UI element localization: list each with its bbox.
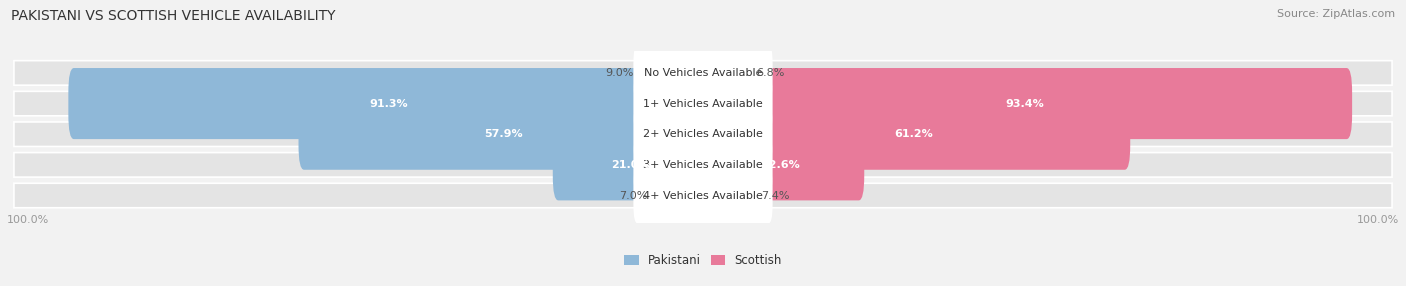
FancyBboxPatch shape	[14, 183, 1392, 208]
FancyBboxPatch shape	[633, 137, 773, 193]
Text: 93.4%: 93.4%	[1005, 99, 1045, 109]
FancyBboxPatch shape	[14, 122, 1392, 146]
FancyBboxPatch shape	[633, 168, 773, 223]
FancyBboxPatch shape	[298, 99, 709, 170]
Text: 91.3%: 91.3%	[370, 99, 408, 109]
FancyBboxPatch shape	[14, 153, 1392, 177]
FancyBboxPatch shape	[633, 45, 773, 101]
Text: 100.0%: 100.0%	[7, 215, 49, 225]
Text: 4+ Vehicles Available: 4+ Vehicles Available	[643, 190, 763, 200]
FancyBboxPatch shape	[69, 68, 709, 139]
Text: 3+ Vehicles Available: 3+ Vehicles Available	[643, 160, 763, 170]
Text: No Vehicles Available: No Vehicles Available	[644, 68, 762, 78]
FancyBboxPatch shape	[14, 61, 1392, 85]
Text: 61.2%: 61.2%	[894, 129, 934, 139]
FancyBboxPatch shape	[697, 37, 755, 108]
Text: 1+ Vehicles Available: 1+ Vehicles Available	[643, 99, 763, 109]
FancyBboxPatch shape	[650, 160, 709, 231]
Text: 21.0%: 21.0%	[612, 160, 650, 170]
FancyBboxPatch shape	[697, 160, 759, 231]
FancyBboxPatch shape	[697, 129, 865, 200]
Text: 7.4%: 7.4%	[761, 190, 789, 200]
Text: 9.0%: 9.0%	[606, 68, 634, 78]
Text: 57.9%: 57.9%	[484, 129, 523, 139]
Legend: Pakistani, Scottish: Pakistani, Scottish	[620, 250, 786, 272]
Text: 22.6%: 22.6%	[762, 160, 800, 170]
FancyBboxPatch shape	[633, 106, 773, 162]
FancyBboxPatch shape	[633, 76, 773, 132]
FancyBboxPatch shape	[553, 129, 709, 200]
Text: 6.8%: 6.8%	[756, 68, 785, 78]
Text: Source: ZipAtlas.com: Source: ZipAtlas.com	[1277, 9, 1395, 19]
FancyBboxPatch shape	[697, 68, 1353, 139]
Text: 2+ Vehicles Available: 2+ Vehicles Available	[643, 129, 763, 139]
Text: 7.0%: 7.0%	[620, 190, 648, 200]
FancyBboxPatch shape	[697, 99, 1130, 170]
FancyBboxPatch shape	[636, 37, 709, 108]
FancyBboxPatch shape	[14, 91, 1392, 116]
Text: PAKISTANI VS SCOTTISH VEHICLE AVAILABILITY: PAKISTANI VS SCOTTISH VEHICLE AVAILABILI…	[11, 9, 336, 23]
Text: 100.0%: 100.0%	[1357, 215, 1399, 225]
